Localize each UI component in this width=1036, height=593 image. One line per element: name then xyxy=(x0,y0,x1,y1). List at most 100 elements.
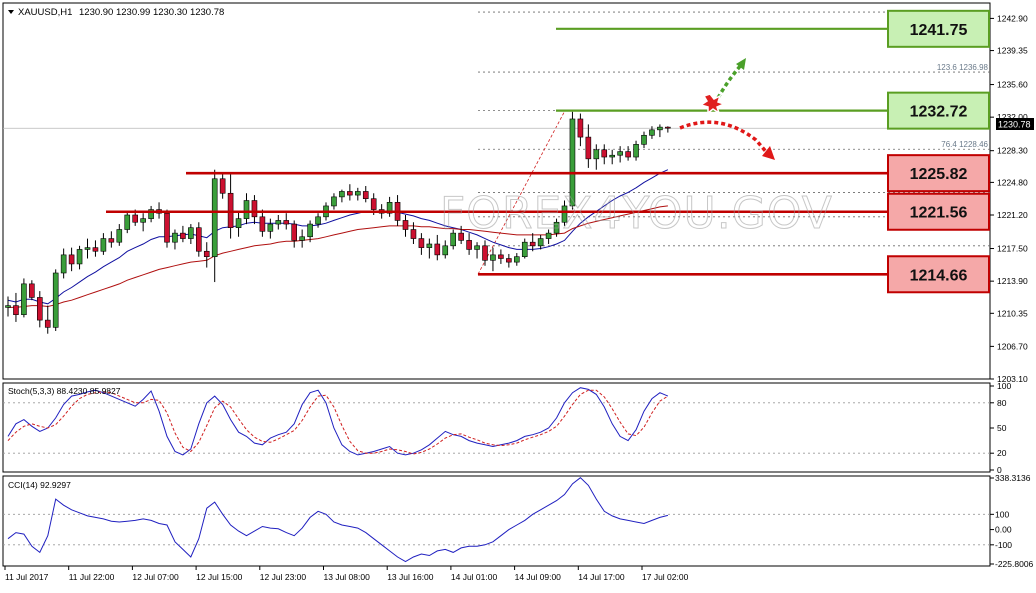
price-tick-label: 1239.35 xyxy=(997,46,1028,56)
candle xyxy=(426,238,433,259)
cci-indicator: CCI(14) 92.9297 xyxy=(3,477,990,563)
candle xyxy=(585,124,592,168)
candle xyxy=(625,146,631,161)
dropdown-triangle-icon[interactable] xyxy=(8,10,14,14)
candle-body xyxy=(537,238,544,247)
stoch-title: Stoch(5,3,3) 88.4230 85.9827 xyxy=(8,386,121,396)
candle xyxy=(68,247,75,272)
candle xyxy=(36,291,43,328)
candle-body xyxy=(283,220,290,225)
candle-body xyxy=(633,144,639,158)
candle-body xyxy=(124,214,131,230)
support-level-label: 1214.66 xyxy=(887,255,990,294)
candle xyxy=(498,249,504,264)
candle xyxy=(235,211,242,237)
candle xyxy=(21,278,27,318)
candle xyxy=(339,189,345,203)
candle xyxy=(386,196,393,217)
current-price-tag: 1230.78 xyxy=(996,118,1034,130)
candle-body xyxy=(410,229,417,239)
candle-body xyxy=(625,151,631,158)
cci-line xyxy=(7,477,669,563)
candle xyxy=(442,240,449,259)
candle-body xyxy=(13,305,19,315)
candle xyxy=(5,296,11,317)
candle xyxy=(402,215,409,237)
price-tick-label: 1228.30 xyxy=(997,146,1028,156)
price-tick-label: 1217.50 xyxy=(997,244,1028,254)
stoch-tick-label: 50 xyxy=(997,423,1007,433)
candle xyxy=(251,195,258,225)
candle xyxy=(211,169,218,283)
candle xyxy=(529,233,536,252)
time-axis: 11 Jul 2017 11 Jul 22:00 12 Jul 07:00 12 Ju… xyxy=(4,566,689,582)
candle xyxy=(44,305,51,334)
price-tick-label: 1206.70 xyxy=(997,341,1028,351)
candle-body xyxy=(585,136,592,160)
stoch-tick-label: 100 xyxy=(997,381,1011,391)
price-tick-label: 1213.90 xyxy=(997,276,1028,286)
candle-body xyxy=(21,283,27,315)
candle-body xyxy=(331,196,337,207)
candle-body xyxy=(593,149,600,160)
candle xyxy=(291,220,298,248)
fibo-trendline xyxy=(477,110,566,275)
candle-body xyxy=(362,191,369,200)
candle-body xyxy=(665,126,671,129)
price-tick-label: 1210.35 xyxy=(997,308,1028,318)
price-axis: 1242.90 1239.35 1235.60 1232.00 1228.30 1224.… xyxy=(990,13,1034,569)
candle-body xyxy=(164,212,170,243)
candle-body xyxy=(267,223,274,232)
candle xyxy=(29,280,35,301)
candle xyxy=(259,209,266,237)
level-label-text: 1221.56 xyxy=(910,205,968,222)
candle-body xyxy=(5,305,11,308)
candle xyxy=(60,248,67,279)
moving-average-line-1 xyxy=(7,169,669,305)
candle xyxy=(362,186,369,203)
candle xyxy=(458,225,464,245)
candle xyxy=(52,269,59,331)
symbol-label: XAUUSD,H1 xyxy=(18,7,72,18)
candle-body xyxy=(601,149,608,158)
forecast-arrows xyxy=(679,58,775,160)
stoch-signal-line xyxy=(7,389,669,455)
candle-body xyxy=(188,227,194,239)
candle-body xyxy=(418,238,425,248)
price-tick-label: 1224.80 xyxy=(997,177,1028,187)
candle-body xyxy=(569,118,576,207)
candle xyxy=(347,184,353,201)
candle-body xyxy=(513,256,520,263)
moving-average-line-2 xyxy=(8,205,668,308)
candle-body xyxy=(347,191,353,196)
fibo-label: 123.6 1236.98 xyxy=(937,63,989,72)
time-tick-label: 11 Jul 22:00 xyxy=(69,572,115,582)
candle-body xyxy=(506,258,512,263)
watermark: FOREX4YOU.GOV xyxy=(440,188,833,240)
candle-body xyxy=(577,118,584,138)
time-tick-label: 12 Jul 15:00 xyxy=(196,572,243,582)
candle xyxy=(108,231,115,248)
candle xyxy=(299,229,305,248)
candle-body xyxy=(259,216,266,232)
support-level-label: 1221.56 xyxy=(887,192,990,231)
cci-panel-frame xyxy=(2,475,991,567)
candle xyxy=(116,224,123,246)
candle xyxy=(490,247,496,272)
candle xyxy=(513,253,520,266)
candle xyxy=(569,111,576,210)
main-panel-frame xyxy=(2,2,991,380)
candle xyxy=(275,215,282,230)
candle-body xyxy=(434,243,441,256)
candle xyxy=(482,240,488,266)
candle xyxy=(466,233,472,255)
candle xyxy=(219,173,226,199)
candle-body xyxy=(490,254,496,261)
time-tick-label: 14 Jul 01:00 xyxy=(451,572,498,582)
candle-body xyxy=(84,247,91,250)
candle xyxy=(315,213,321,228)
candle xyxy=(331,193,337,210)
candle xyxy=(521,238,528,259)
candle-body xyxy=(386,202,393,214)
